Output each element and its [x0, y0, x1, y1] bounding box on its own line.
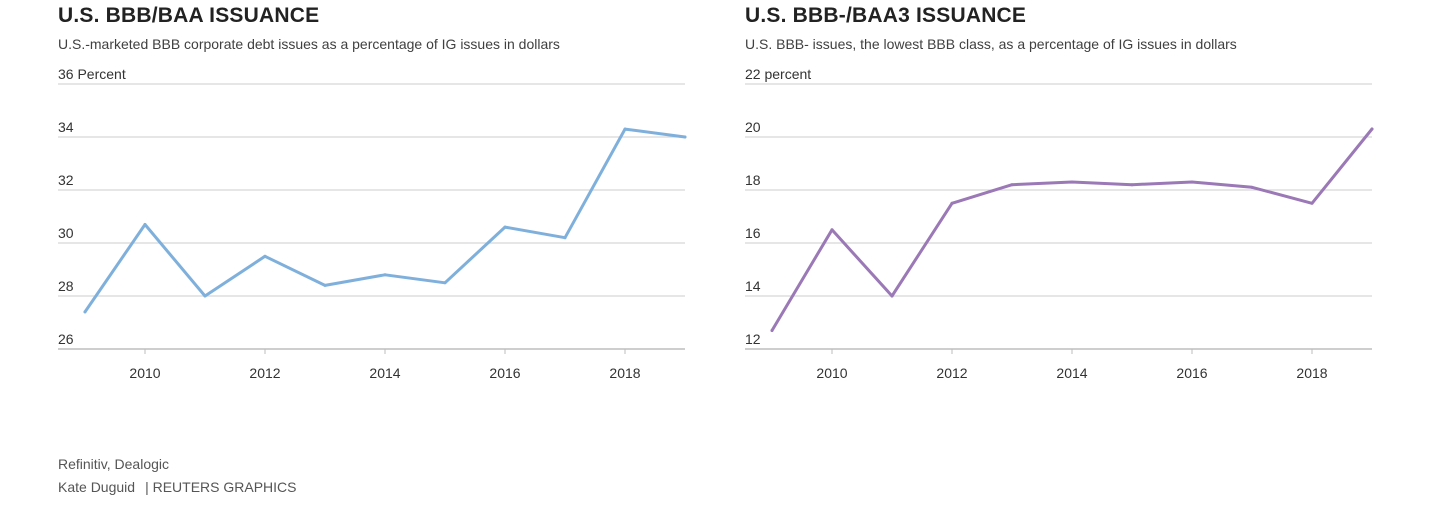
- data-point: [890, 294, 894, 298]
- data-point: [683, 135, 687, 139]
- y-tick-label: 20: [745, 119, 761, 135]
- data-point: [830, 228, 834, 232]
- y-tick-label: 14: [745, 278, 761, 294]
- author-name: Kate Duguid: [58, 479, 136, 495]
- data-point: [1010, 183, 1014, 187]
- y-tick-label: 28: [58, 278, 74, 294]
- data-point: [623, 127, 627, 131]
- series-line: [83, 127, 687, 314]
- publisher-name: | REUTERS GRAPHICS: [145, 479, 297, 495]
- data-point: [263, 254, 267, 258]
- data-point: [443, 281, 447, 285]
- x-tick-label: 2016: [489, 365, 520, 381]
- data-point: [1190, 180, 1194, 184]
- data-point: [563, 236, 567, 240]
- y-tick-label: 36 Percent: [58, 66, 126, 82]
- data-point: [1130, 183, 1134, 187]
- chart-bbb-minus-baa3-issuance: U.S. BBB-/BAA3 ISSUANCE U.S. BBB- issues…: [687, 0, 1374, 400]
- data-point: [203, 294, 207, 298]
- data-point: [503, 225, 507, 229]
- chart-bbb-baa-issuance: U.S. BBB/BAA ISSUANCE U.S.-marketed BBB …: [0, 0, 687, 400]
- chart-subtitle: U.S.-marketed BBB corporate debt issues …: [58, 36, 560, 52]
- credit-line: Kate Duguid | REUTERS GRAPHICS: [58, 479, 297, 495]
- y-tick-label: 12: [745, 331, 761, 347]
- chart-plot: 12 14 16 18 20 22 percent 2010 2012 2014 2016 2018: [745, 66, 1374, 381]
- x-tick-label: 2014: [1056, 365, 1087, 381]
- x-tick-label: 2012: [936, 365, 967, 381]
- y-tick-label: 18: [745, 172, 761, 188]
- source-note: Refinitiv, Dealogic: [58, 456, 170, 472]
- x-tick-label: 2014: [369, 365, 400, 381]
- x-tick-label: 2018: [609, 365, 640, 381]
- data-point: [1370, 127, 1374, 131]
- x-tick-label: 2010: [816, 365, 847, 381]
- chart-subtitle: U.S. BBB- issues, the lowest BBB class, …: [745, 36, 1237, 52]
- data-point: [770, 328, 774, 332]
- x-tick-label: 2018: [1296, 365, 1327, 381]
- y-tick-label: 22 percent: [745, 66, 811, 82]
- data-point: [1250, 185, 1254, 189]
- y-tick-label: 32: [58, 172, 74, 188]
- data-point: [1310, 201, 1314, 205]
- chart-title: U.S. BBB-/BAA3 ISSUANCE: [745, 4, 1027, 27]
- series-line: [770, 127, 1374, 332]
- data-point: [323, 283, 327, 287]
- data-point: [383, 273, 387, 277]
- data-point: [950, 201, 954, 205]
- x-tick-label: 2010: [129, 365, 160, 381]
- y-tick-label: 30: [58, 225, 74, 241]
- chart-plot: 26 28 30 32 34 36 Percent 2010 2012 2014 2016 2018: [58, 66, 687, 381]
- y-tick-label: 26: [58, 331, 74, 347]
- y-tick-label: 34: [58, 119, 74, 135]
- x-tick-label: 2012: [249, 365, 280, 381]
- data-point: [83, 310, 87, 314]
- data-point: [1070, 180, 1074, 184]
- chart-title: U.S. BBB/BAA ISSUANCE: [58, 4, 320, 27]
- data-point: [143, 222, 147, 226]
- y-tick-label: 16: [745, 225, 761, 241]
- x-tick-label: 2016: [1176, 365, 1207, 381]
